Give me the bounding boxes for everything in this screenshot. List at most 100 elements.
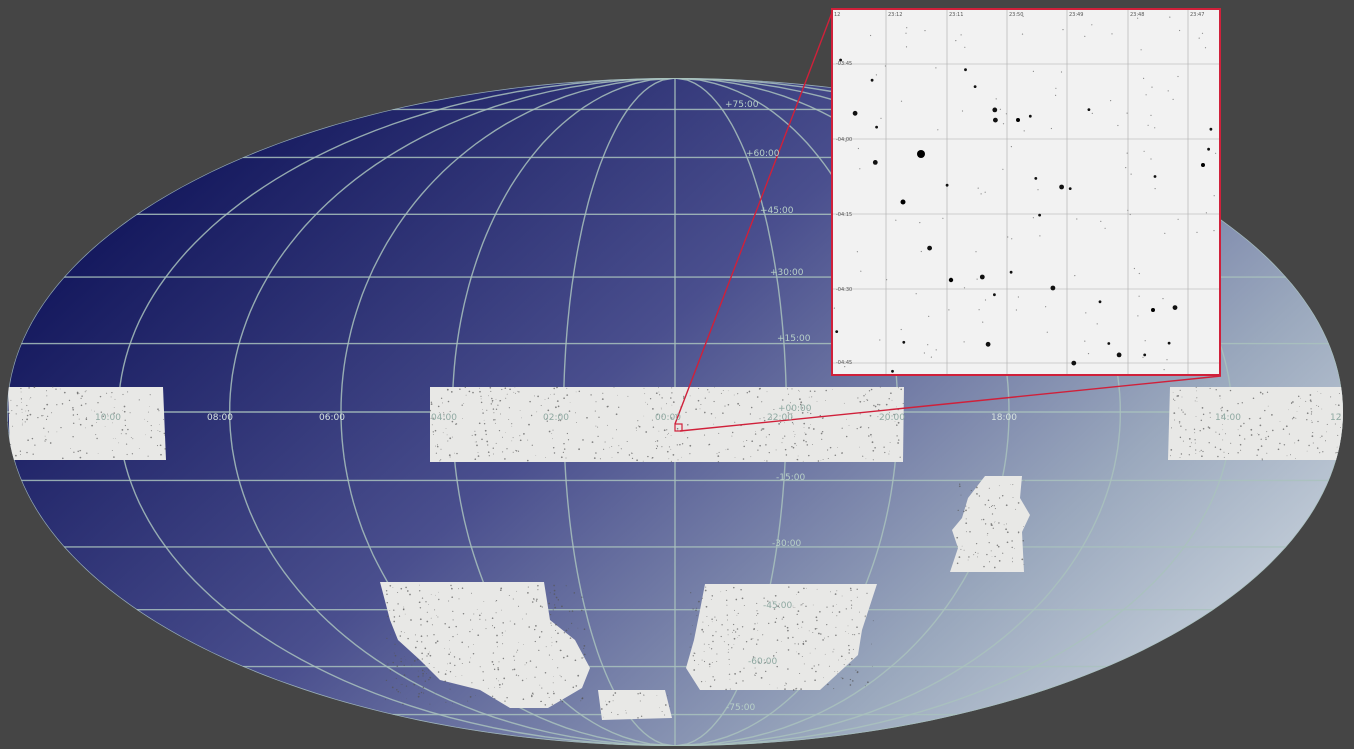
survey-speckle (479, 614, 481, 617)
survey-speckle (803, 587, 805, 590)
survey-speckle (805, 433, 807, 436)
survey-speckle (437, 445, 439, 448)
survey-speckle (617, 714, 619, 716)
survey-speckle (1297, 439, 1300, 442)
survey-speckle (56, 404, 58, 406)
survey-speckle (27, 410, 30, 412)
survey-speckle (897, 387, 899, 389)
survey-speckle (616, 429, 617, 431)
inset-star (1153, 175, 1157, 178)
survey-speckle (780, 421, 782, 423)
survey-speckle (106, 392, 108, 394)
survey-speckle (722, 389, 724, 391)
survey-speckle (486, 440, 489, 443)
survey-speckle (504, 458, 506, 460)
survey-speckle (568, 628, 569, 630)
survey-speckle (553, 584, 555, 587)
survey-speckle (850, 604, 853, 606)
meridian-line (7, 78, 676, 746)
survey-speckle (1006, 523, 1007, 525)
inset-star (1137, 315, 1139, 317)
inset-star (960, 34, 962, 36)
survey-speckle (829, 446, 832, 449)
survey-speckle (863, 395, 865, 397)
survey-speckle (734, 631, 737, 633)
survey-speckle (1319, 437, 1321, 439)
survey-speckle (754, 433, 757, 435)
survey-speckle (814, 679, 816, 682)
survey-speckle (104, 426, 106, 427)
survey-speckle (1271, 414, 1273, 416)
survey-speckle (960, 494, 962, 496)
inset-star (852, 110, 858, 116)
survey-speckle (1221, 415, 1223, 417)
survey-speckle (812, 632, 814, 633)
survey-speckle (563, 442, 565, 445)
survey-speckle (476, 441, 477, 443)
survey-speckle (703, 411, 706, 414)
survey-speckle (532, 693, 534, 695)
footprint-strip-west (8, 387, 166, 460)
survey-speckle (386, 601, 389, 604)
survey-speckle (808, 427, 810, 429)
survey-speckle (1184, 413, 1186, 415)
survey-speckle (1201, 407, 1204, 409)
survey-speckle (1179, 389, 1181, 391)
survey-speckle (782, 437, 784, 439)
inset-star (977, 187, 979, 189)
survey-speckle (129, 412, 131, 414)
survey-speckle (770, 417, 773, 419)
survey-speckle (1017, 502, 1020, 504)
inset-star (1201, 163, 1205, 167)
survey-speckle (122, 393, 124, 396)
inset-star (905, 32, 907, 34)
survey-speckle (411, 664, 413, 666)
survey-speckle (423, 692, 425, 694)
survey-speckle (126, 453, 128, 456)
survey-speckle (850, 600, 852, 602)
survey-speckle (551, 645, 553, 647)
survey-speckle (764, 460, 765, 461)
survey-speckle (1181, 396, 1183, 398)
survey-speckle (79, 456, 82, 459)
survey-speckle (812, 428, 815, 430)
survey-speckle (801, 656, 803, 657)
survey-speckle (667, 695, 668, 697)
survey-speckle (490, 403, 492, 405)
survey-speckle (544, 399, 546, 400)
survey-speckle (434, 609, 436, 611)
survey-speckle (547, 397, 549, 399)
survey-speckle (436, 444, 439, 446)
survey-speckle (775, 617, 777, 620)
survey-speckle (751, 440, 754, 443)
survey-speckle (967, 559, 969, 561)
survey-speckle (509, 388, 511, 391)
survey-speckle (666, 429, 668, 431)
survey-speckle (552, 438, 553, 440)
inset-star (928, 315, 930, 317)
survey-speckle (506, 448, 508, 450)
inset-star (1129, 213, 1131, 216)
survey-speckle (661, 397, 663, 399)
survey-speckle (856, 588, 858, 590)
inset-star (1116, 352, 1122, 358)
survey-speckle (547, 409, 550, 412)
survey-speckle (728, 649, 730, 650)
survey-speckle (540, 631, 543, 633)
survey-speckle (495, 600, 497, 602)
survey-speckle (428, 669, 430, 671)
survey-speckle (1285, 425, 1288, 428)
survey-speckle (968, 556, 970, 558)
survey-speckle (496, 641, 498, 644)
survey-speckle (495, 408, 498, 410)
survey-speckle (785, 454, 788, 456)
survey-speckle (1310, 411, 1313, 413)
survey-speckle (561, 649, 562, 651)
inset-star (1002, 168, 1004, 170)
survey-speckle (1194, 439, 1196, 441)
survey-speckle (461, 587, 464, 589)
survey-speckle (492, 663, 495, 666)
survey-speckle (458, 658, 461, 660)
inset-star (1096, 323, 1098, 325)
meridian-line (228, 78, 676, 746)
